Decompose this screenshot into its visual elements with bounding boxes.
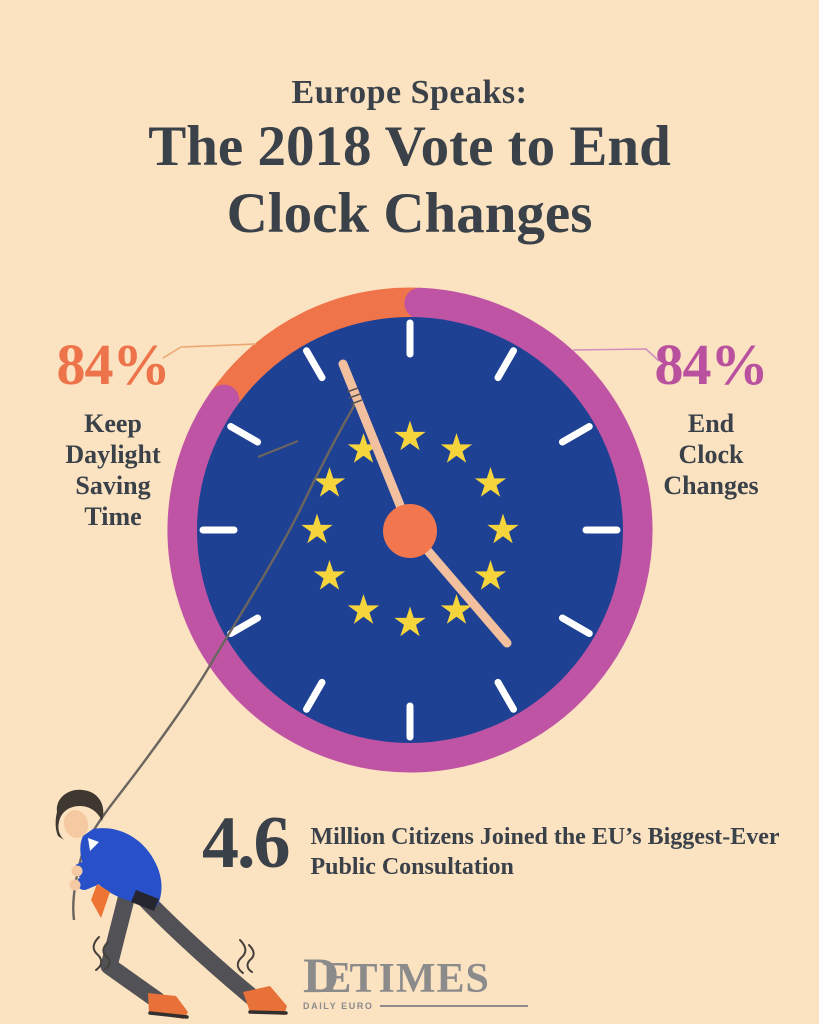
consultation-number: 4.6 — [202, 802, 290, 884]
tick-mark — [494, 678, 517, 713]
lower-arm — [77, 861, 127, 890]
eu-star-icon — [394, 606, 426, 637]
eu-star-icon — [440, 594, 473, 624]
callout-end-clock-changes: 84% End Clock Changes — [626, 336, 796, 501]
hand — [71, 865, 83, 877]
rope-loose-end — [257, 439, 299, 459]
eu-star-icon — [440, 433, 473, 463]
logo-rule — [379, 1005, 528, 1007]
logo-tagline: DAILY EURO — [303, 1001, 374, 1011]
back-shoe — [243, 986, 287, 1015]
title-line-2: Clock Changes — [226, 181, 593, 245]
tick-mark — [303, 678, 326, 713]
back-leg — [138, 892, 267, 1011]
consultation-caption: Million Citizens Joined the EU’s Biggest… — [310, 824, 780, 880]
belt — [131, 890, 159, 911]
eu-star-icon — [474, 467, 507, 497]
left-callout-line — [162, 343, 257, 359]
tick-mark — [227, 423, 262, 446]
end-clock-changes-label: End Clock Changes — [663, 409, 759, 500]
de-monogram: DE — [303, 947, 352, 1003]
eu-star-icon — [301, 513, 333, 544]
daily-euro-times-logo: DE TIMES DAILY EURO — [303, 950, 528, 1011]
eu-star-icon — [394, 420, 426, 451]
ring-arc-end-clock-changes — [167, 287, 653, 773]
eu-star-icon — [313, 560, 346, 590]
eu-star-circle — [301, 420, 519, 637]
hand — [69, 879, 81, 891]
tick-mark — [558, 423, 593, 446]
eu-star-icon — [347, 594, 380, 624]
ring-arc-keep-dst — [211, 287, 421, 410]
eu-star-icon — [347, 433, 380, 463]
consultation-stat: 4.6 Million Citizens Joined the EU’s Big… — [202, 802, 780, 884]
rope-line — [72, 396, 361, 921]
back-shoe-sole — [248, 1010, 288, 1015]
collar — [88, 838, 99, 851]
tick-mark — [227, 614, 262, 637]
kicker: Europe Speaks: — [291, 74, 528, 111]
hair — [55, 789, 104, 840]
head — [63, 810, 89, 838]
tick-mark — [494, 347, 517, 382]
title-line-1: The 2018 Vote to End — [148, 115, 671, 178]
minute-hand — [338, 359, 415, 535]
man-pulling-rope — [55, 789, 288, 1019]
keep-dst-label: Keep Daylight Saving Time — [65, 409, 161, 531]
eu-star-icon — [487, 513, 519, 544]
eu-star-icon — [313, 467, 346, 497]
tick-mark — [303, 347, 326, 382]
strain-squiggles — [92, 936, 255, 974]
logo-name: TIMES — [349, 956, 490, 1002]
right-callout-line — [572, 348, 660, 362]
rope-wrap-marks — [346, 387, 363, 405]
end-clock-changes-percentage: 84% — [654, 332, 769, 397]
tie — [91, 884, 110, 918]
eu-star-icon — [474, 560, 507, 590]
front-shoe-sole — [148, 1011, 189, 1019]
callout-keep-dst: 84% Keep Daylight Saving Time — [28, 336, 198, 532]
clock-center-hub — [383, 504, 437, 558]
clock-tick-marks — [199, 319, 621, 741]
clock-hands — [338, 359, 512, 648]
tick-mark — [558, 614, 593, 637]
keep-dst-percentage: 84% — [56, 332, 171, 397]
page-title: The 2018 Vote to End Clock Changes — [0, 114, 819, 247]
upper-arm — [74, 849, 123, 877]
